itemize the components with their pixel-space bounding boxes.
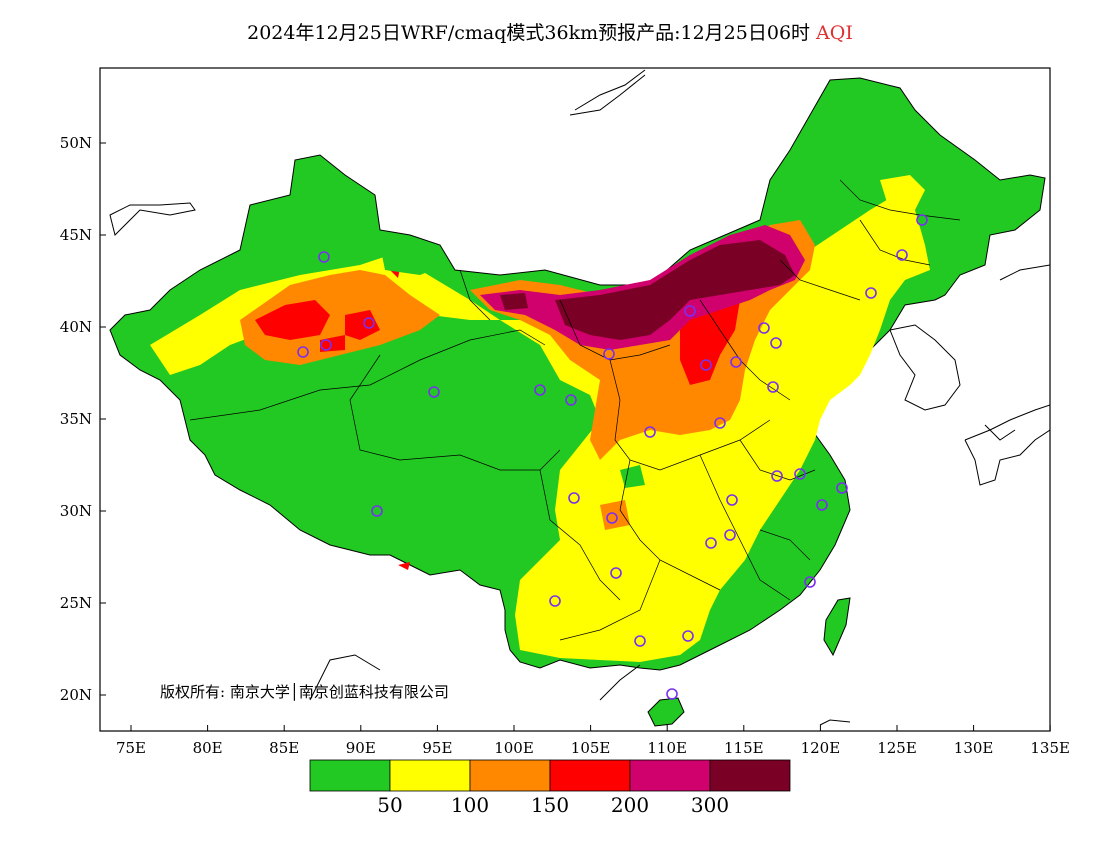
circle-icon [705,537,717,549]
circle-icon [816,499,828,511]
legend-label: 150 [531,793,569,817]
legend-swatch [389,759,471,792]
circle-icon [568,492,580,504]
lon-tick-label: 130E [954,739,994,757]
legend-swatch [549,759,631,792]
lat-tick-label: 40N [60,318,92,336]
circle-icon [644,426,656,438]
circle-icon [896,249,908,261]
lon-tick-label: 80E [193,739,223,757]
lon-tick-label: 105E [571,739,611,757]
lon-tick-label: 95E [422,739,452,757]
circle-icon [770,337,782,349]
circle-icon [318,251,330,263]
circle-icon [363,317,375,329]
circle-icon [603,348,615,360]
circle-icon [771,470,783,482]
lon-tick-label: 125E [877,739,917,757]
map-title: 2024年12月25日WRF/cmaq模式36km预报产品:12月25日06时 A… [0,18,1100,45]
lat-tick-label: 35N [60,410,92,428]
circle-icon [428,386,440,398]
circle-icon [714,417,726,429]
circle-icon [666,688,678,700]
circle-icon [320,339,332,351]
circle-icon [684,305,696,317]
lon-tick-label: 120E [801,739,841,757]
map-frame [99,67,1051,732]
lon-tick-label: 115E [724,739,764,757]
lon-tick-label: 85E [269,739,299,757]
aqi-legend: 50 100 150 200 300 [309,759,791,817]
legend-swatch [309,759,391,792]
circle-icon [634,635,646,647]
lat-tick-label: 20N [60,686,92,704]
circle-icon [610,567,622,579]
circle-icon [836,482,848,494]
neighbor-coastlines [109,69,1050,726]
map-field: 版权所有: 南京大学│南京创蓝科技有限公司 [109,69,1050,727]
station-markers [297,214,928,700]
circle-icon [730,356,742,368]
title-aqi-label: AQI [816,22,853,44]
lat-tick-label: 45N [60,226,92,244]
legend-label: 300 [691,793,729,817]
legend-label: 200 [611,793,649,817]
circle-icon [371,505,383,517]
lon-tick-label: 75E [116,739,146,757]
latitude-axis: 50N 45N 40N 35N 30N 25N 20N [60,134,106,704]
circle-icon [804,576,816,588]
title-text: 2024年12月25日WRF/cmaq模式36km预报产品:12月25日06时 [247,22,811,44]
circle-icon [726,494,738,506]
lon-tick-label: 90E [346,739,376,757]
lat-tick-label: 30N [60,502,92,520]
copyright-text: 版权所有: 南京大学│南京创蓝科技有限公司 [160,682,449,701]
circle-icon [700,359,712,371]
hainan-island [647,697,685,727]
circle-icon [916,214,928,226]
circle-icon [865,287,877,299]
longitude-axis: 75E 80E 85E 90E 95E 100E 105E 110E 115E 120E 125E 1… [116,725,1070,757]
circle-icon [549,595,561,607]
circle-icon [767,381,779,393]
circle-icon [794,468,806,480]
legend-swatch [469,759,551,792]
circle-icon [724,529,736,541]
taiwan-island [823,597,851,657]
lat-tick-label: 50N [60,134,92,152]
circle-icon [682,630,694,642]
circle-icon [565,394,577,406]
lat-tick-label: 25N [60,594,92,612]
circle-icon [758,322,770,334]
aqi-zone-hazardous [500,240,795,340]
lon-tick-label: 100E [494,739,534,757]
circle-icon [297,346,309,358]
lon-tick-label: 135E [1030,739,1070,757]
legend-swatch [629,759,711,792]
legend-label: 50 [377,793,402,817]
aqi-zone-good-patches [380,245,820,570]
legend-label: 100 [451,793,489,817]
circle-icon [534,384,546,396]
lon-tick-label: 110E [647,739,687,757]
legend-swatch [709,759,791,792]
circle-icon [606,512,618,524]
